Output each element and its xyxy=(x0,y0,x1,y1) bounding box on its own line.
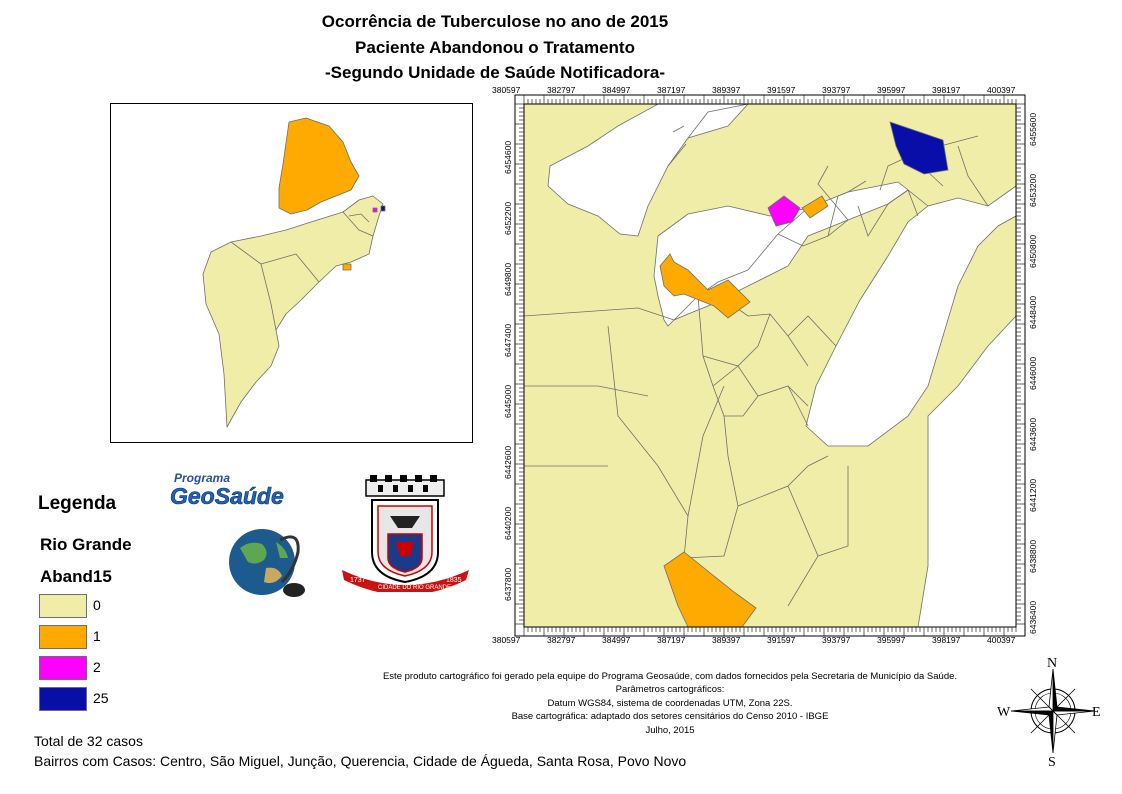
y-tick-label-left: 6452200 xyxy=(503,202,513,235)
inset-orange-sector xyxy=(342,263,352,271)
crest-banner-text: CIDADE DO RIO GRANDE xyxy=(378,585,451,591)
sector-aband-1-b xyxy=(659,253,751,319)
y-tick-label-right: 6441200 xyxy=(1028,479,1038,512)
legend-swatch-2 xyxy=(39,656,87,680)
x-tick-label-bottom: 395997 xyxy=(877,635,906,644)
y-tick-label-right: 6453200 xyxy=(1028,174,1038,207)
water-lagoon-north xyxy=(547,103,749,237)
inset-blue-sector xyxy=(380,205,386,212)
legend-swatch-0 xyxy=(39,594,87,618)
x-tick-label-bottom: 382797 xyxy=(547,635,576,644)
inset-municipality-area xyxy=(202,211,374,428)
x-tick-label-top: 382797 xyxy=(547,86,576,95)
legend-swatch-25 xyxy=(39,687,87,711)
compass-rose-icon: N S W E xyxy=(995,655,1107,770)
credits-line5: Julho, 2015 xyxy=(645,724,695,736)
water-estuary-east xyxy=(805,185,1017,447)
inset-map-svg xyxy=(202,117,386,428)
y-tick-label-right: 6455600 xyxy=(1028,113,1038,146)
y-tick-label-right: 6446000 xyxy=(1028,357,1038,390)
legend-title: Legenda xyxy=(38,493,117,514)
x-tick-label-bottom: 398197 xyxy=(932,635,961,644)
y-tick-label-right: 6438800 xyxy=(1028,540,1038,573)
main-map-frame: 380597 380597 382797 382797 384997 384997 3871… xyxy=(488,85,1053,645)
map-neatline xyxy=(523,103,1017,628)
compass-w: W xyxy=(997,705,1011,720)
crest-year-right: 1835 xyxy=(446,577,462,584)
x-tick-label-top: 384997 xyxy=(602,86,631,95)
legend-label-25: 25 xyxy=(93,690,109,706)
map-credits: Este produto cartográfico foi gerado pel… xyxy=(300,670,1040,737)
y-tick-label-right: 6436400 xyxy=(1028,601,1038,634)
credits-line2: Parâmetros cartográficos: xyxy=(615,684,725,696)
geosaude-logo: Programa GeoSaúde xyxy=(170,470,340,605)
sector-aband-1-a xyxy=(801,195,829,219)
total-cases: Total de 32 casos xyxy=(34,733,143,749)
x-tick-label-top: 389397 xyxy=(712,86,741,95)
sector-aband-1-c xyxy=(663,551,757,628)
inset-overview-map xyxy=(110,103,473,443)
x-tick-label-top: 395997 xyxy=(877,86,906,95)
map-title-line1: Ocorrência de Tuberculose no ano de 2015 xyxy=(321,12,669,31)
x-tick-label-bottom: 384997 xyxy=(602,635,631,644)
x-tick-label-top: 380597 xyxy=(492,86,521,95)
sector-aband-25 xyxy=(889,121,949,175)
y-tick-label-right: 6450800 xyxy=(1028,235,1038,268)
compass-n: N xyxy=(1047,656,1057,671)
legend-label-2: 2 xyxy=(93,659,101,675)
x-tick-label-top: 398197 xyxy=(932,86,961,95)
map-title-line3: -Segundo Unidade de Saúde Notificadora- xyxy=(324,63,666,82)
y-tick-label-left: 6445000 xyxy=(503,385,513,418)
y-tick-label-left: 6442600 xyxy=(503,446,513,479)
y-tick-label-left: 6449800 xyxy=(503,263,513,296)
x-tick-label-bottom: 393797 xyxy=(822,635,851,644)
credits-line1: Este produto cartográfico foi gerado pel… xyxy=(382,671,958,682)
y-tick-label-left: 6447400 xyxy=(503,324,513,357)
map-title-line2: Paciente Abandonou o Tratamento xyxy=(355,38,635,57)
x-tick-label-top: 391597 xyxy=(767,86,796,95)
y-tick-label-right: 6448400 xyxy=(1028,296,1038,329)
mouse-icon xyxy=(283,583,305,597)
neighborhoods-with-cases: Bairros com Casos: Centro, São Miguel, J… xyxy=(34,753,687,769)
credits-line3: Datum WGS84, sistema de coordenadas UTM,… xyxy=(547,697,793,709)
x-tick-label-bottom: 380597 xyxy=(492,635,521,644)
credits-line4: Base cartográfica: adaptado dos setores … xyxy=(511,711,829,723)
x-tick-label-bottom: 391597 xyxy=(767,635,796,644)
legend-label-0: 0 xyxy=(93,597,101,613)
x-tick-label-bottom: 387197 xyxy=(657,635,686,644)
logo-program-word: Programa xyxy=(174,471,230,485)
legend-label-1: 1 xyxy=(93,628,101,644)
compass-e: E xyxy=(1092,705,1101,720)
y-tick-label-left: 6440200 xyxy=(503,507,513,540)
rio-grande-crest: 1737 CIDADE DO RIO GRANDE 1835 xyxy=(338,472,473,595)
main-map-svg: 380597 380597 382797 382797 384997 384997 3871… xyxy=(492,85,1038,645)
inset-district-orange xyxy=(278,117,360,215)
legend-layer-name: Rio Grande xyxy=(40,535,132,554)
map-graticule-frame xyxy=(514,94,1026,637)
x-tick-label-top: 387197 xyxy=(657,86,686,95)
legend-swatch-1 xyxy=(39,625,87,649)
compass-s: S xyxy=(1048,755,1056,767)
x-tick-label-bottom: 389397 xyxy=(712,635,741,644)
crest-year-left: 1737 xyxy=(350,577,366,584)
x-tick-label-top: 400397 xyxy=(987,86,1016,95)
x-tick-label-bottom: 400397 xyxy=(987,635,1016,644)
inset-magenta-sector xyxy=(372,207,378,213)
y-tick-label-left: 6437800 xyxy=(503,568,513,601)
logo-geosaude-word: GeoSaúde xyxy=(170,483,284,509)
x-tick-label-top: 393797 xyxy=(822,86,851,95)
y-tick-label-left: 6454600 xyxy=(503,141,513,174)
y-tick-label-right: 6443600 xyxy=(1028,418,1038,451)
legend-field-name: Aband15 xyxy=(40,567,112,586)
sector-aband-2 xyxy=(767,195,801,227)
